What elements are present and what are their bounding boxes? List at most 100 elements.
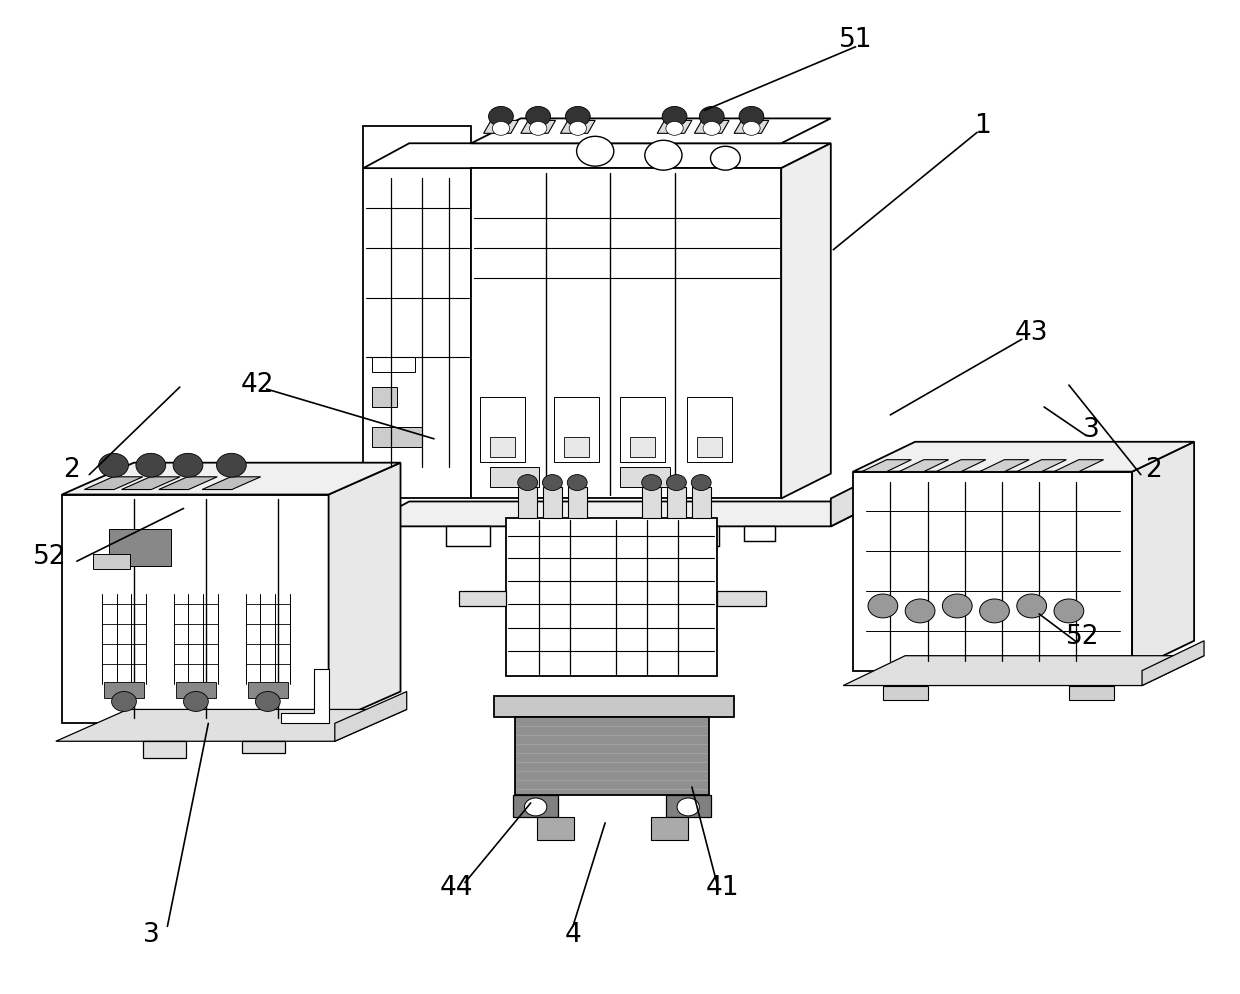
Polygon shape [899,460,949,472]
Polygon shape [490,467,539,487]
Polygon shape [1142,641,1204,686]
Polygon shape [490,437,515,457]
Polygon shape [363,502,880,527]
Text: 4: 4 [564,921,582,947]
Circle shape [568,475,588,491]
Polygon shape [734,121,769,134]
Text: 43: 43 [1014,320,1049,346]
Polygon shape [744,527,775,542]
Circle shape [642,475,662,491]
Polygon shape [853,442,1194,472]
Circle shape [529,122,547,136]
Polygon shape [202,477,260,490]
Circle shape [666,122,683,136]
Text: 3: 3 [1083,416,1100,442]
Polygon shape [676,527,719,547]
Text: 52: 52 [32,544,67,570]
Circle shape [699,107,724,127]
Polygon shape [506,519,717,676]
Circle shape [489,107,513,127]
Circle shape [543,475,562,491]
Polygon shape [687,398,732,462]
Polygon shape [109,530,171,567]
Polygon shape [372,427,422,447]
Polygon shape [329,463,401,724]
Polygon shape [518,487,537,519]
Polygon shape [1069,686,1114,701]
Circle shape [868,594,898,618]
Text: 41: 41 [706,874,740,900]
Circle shape [174,454,203,478]
Polygon shape [176,682,216,699]
Polygon shape [372,388,397,408]
Circle shape [526,107,551,127]
Polygon shape [1132,442,1194,671]
Polygon shape [554,398,599,462]
Polygon shape [694,121,729,134]
Circle shape [569,122,587,136]
Polygon shape [62,463,401,495]
Polygon shape [697,437,722,457]
Polygon shape [471,119,831,144]
Circle shape [662,107,687,127]
Circle shape [217,454,247,478]
Polygon shape [446,527,490,547]
Polygon shape [657,121,692,134]
Circle shape [1017,594,1047,618]
Circle shape [645,141,682,171]
Circle shape [739,107,764,127]
Polygon shape [666,795,711,817]
Polygon shape [372,358,415,373]
Polygon shape [122,477,180,490]
Polygon shape [335,692,407,742]
Polygon shape [471,169,781,499]
Polygon shape [862,460,911,472]
Text: 2: 2 [63,456,81,482]
Polygon shape [281,669,329,724]
Polygon shape [560,121,595,134]
Circle shape [743,122,760,136]
Polygon shape [843,656,1204,686]
Polygon shape [494,696,734,718]
Circle shape [492,122,510,136]
Polygon shape [692,487,711,519]
Polygon shape [363,144,831,169]
Polygon shape [363,127,471,499]
Polygon shape [459,591,506,606]
Polygon shape [543,487,562,519]
Circle shape [711,147,740,171]
Circle shape [942,594,972,618]
Polygon shape [56,710,407,742]
Circle shape [255,692,280,712]
Polygon shape [104,682,144,699]
Text: 44: 44 [439,874,474,900]
Circle shape [184,692,208,712]
Polygon shape [513,795,558,817]
Polygon shape [667,487,686,519]
Polygon shape [521,121,556,134]
Polygon shape [484,121,518,134]
Circle shape [980,599,1009,623]
Polygon shape [84,477,143,490]
Circle shape [692,475,712,491]
Polygon shape [515,718,709,795]
Text: 52: 52 [1065,623,1100,649]
Circle shape [565,107,590,127]
Circle shape [136,454,166,478]
Polygon shape [480,398,525,462]
Polygon shape [630,437,655,457]
Polygon shape [980,460,1029,472]
Polygon shape [248,682,288,699]
Polygon shape [159,477,217,490]
Polygon shape [568,487,587,519]
Polygon shape [883,686,928,701]
Circle shape [577,137,614,167]
Polygon shape [620,398,665,462]
Circle shape [112,692,136,712]
Polygon shape [831,474,880,527]
Polygon shape [242,742,285,753]
Circle shape [905,599,935,623]
Text: 1: 1 [973,113,991,139]
Text: 3: 3 [143,921,160,947]
Polygon shape [936,460,986,472]
